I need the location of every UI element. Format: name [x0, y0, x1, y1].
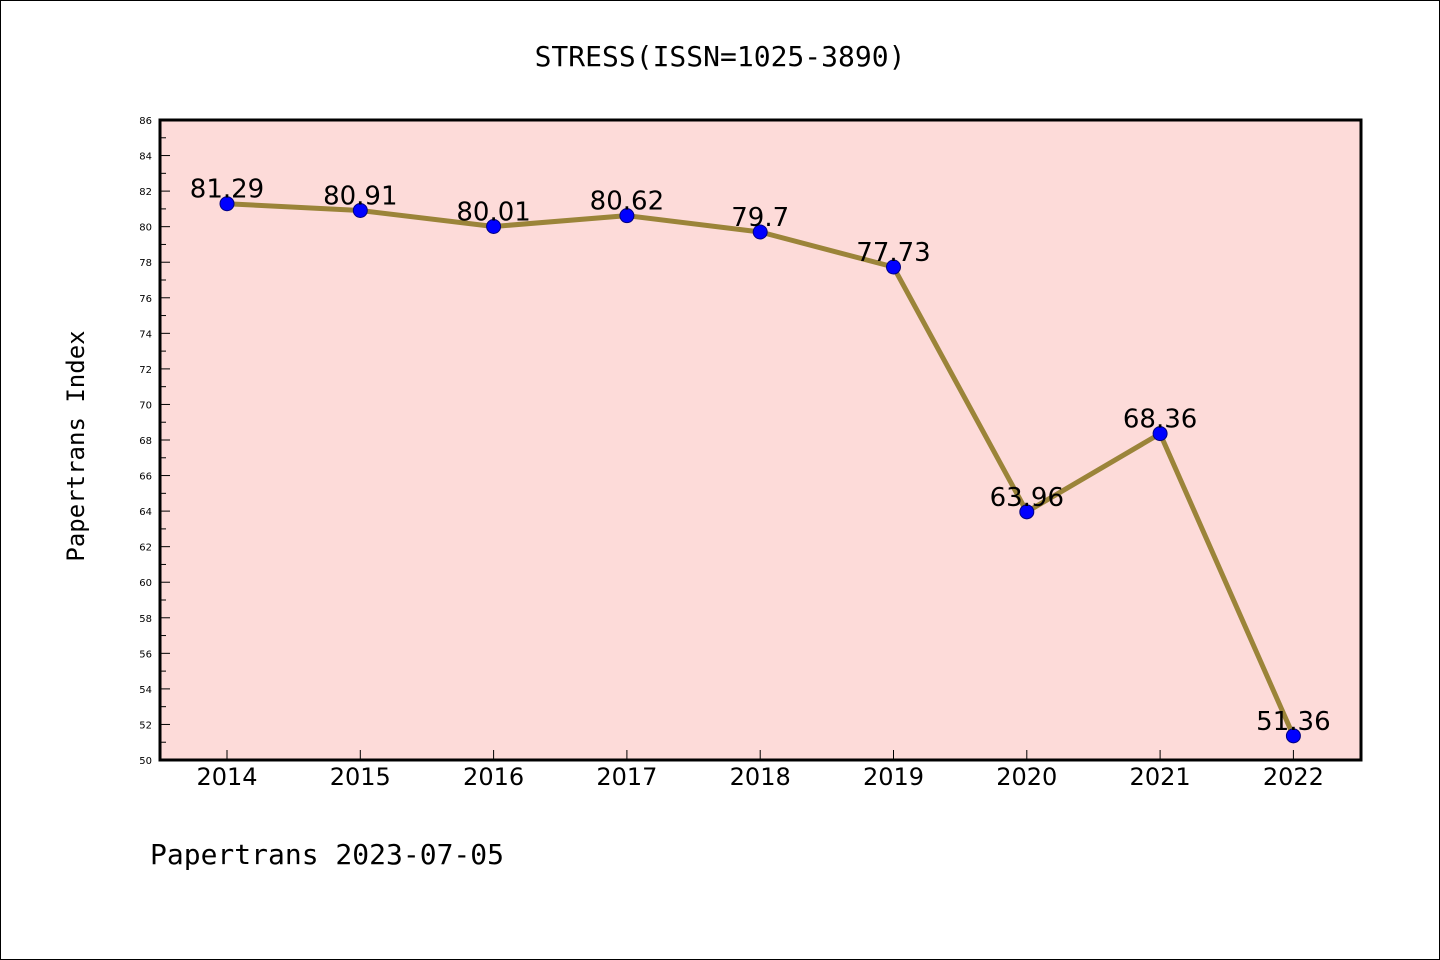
y-tick-label: 82 [139, 187, 152, 198]
data-point [486, 218, 502, 234]
y-tick-label: 78 [139, 258, 152, 269]
plot-border [158, 118, 1363, 762]
y-tick-label: 50 [139, 756, 152, 767]
x-tick-label: 2018 [730, 763, 791, 791]
y-tick-label: 60 [139, 578, 152, 589]
x-tick-label: 2021 [1130, 763, 1191, 791]
y-tick-label: 66 [139, 472, 152, 483]
x-tick-label: 2015 [330, 763, 391, 791]
y-tick-label: 74 [139, 329, 152, 340]
data-labels: 81.29 80.91 80.01 80.62 79.7 77.73 63.96 68.36 5… [190, 175, 1331, 737]
y-tick-label: 56 [139, 649, 152, 660]
x-tick-label: 2016 [463, 763, 524, 791]
data-label: 80.62 [590, 187, 664, 217]
y-tick-label: 64 [139, 507, 152, 518]
y-tick-label: 58 [139, 614, 152, 625]
x-tick-label: 2019 [863, 763, 924, 791]
data-label: 79.7 [731, 203, 789, 233]
y-tick-label: 84 [139, 152, 152, 163]
y-tick-label: 70 [139, 400, 152, 411]
data-point [1285, 728, 1301, 744]
data-label: 63.96 [990, 483, 1064, 513]
data-label: 80.01 [456, 197, 530, 227]
footer-text: Papertrans 2023-07-05 [150, 838, 504, 871]
data-label: 77.73 [856, 238, 930, 268]
y-tick-label: 86 [139, 116, 152, 127]
series-markers [219, 196, 1301, 744]
x-tick-label: 2017 [596, 763, 657, 791]
x-tick-label: 2022 [1263, 763, 1324, 791]
data-point [752, 224, 768, 240]
y-tick-label: 80 [139, 223, 152, 234]
data-point [619, 208, 635, 224]
x-axis: 2014 2015 2016 2017 2018 2019 2020 2021 2022 [196, 750, 1324, 791]
x-tick-label: 2014 [196, 763, 257, 791]
data-point [1019, 504, 1035, 520]
data-label: 51.36 [1256, 707, 1330, 737]
y-tick-label: 76 [139, 294, 152, 305]
data-point [1152, 426, 1168, 442]
y-tick-label: 72 [139, 365, 152, 376]
data-point [352, 202, 368, 218]
y-tick-label: 68 [139, 436, 152, 447]
data-point [219, 196, 235, 212]
x-tick-label: 2020 [996, 763, 1057, 791]
data-label: 68.36 [1123, 405, 1197, 435]
y-tick-label: 62 [139, 543, 152, 554]
y-tick-label: 52 [139, 720, 152, 731]
data-label: 80.91 [323, 181, 397, 211]
y-tick-label: 54 [139, 685, 152, 696]
y-axis-label: Papertrans Index [62, 330, 90, 561]
chart-title: STRESS(ISSN=1025-3890) [535, 40, 906, 73]
data-label: 81.29 [190, 175, 264, 205]
data-point [886, 259, 901, 275]
